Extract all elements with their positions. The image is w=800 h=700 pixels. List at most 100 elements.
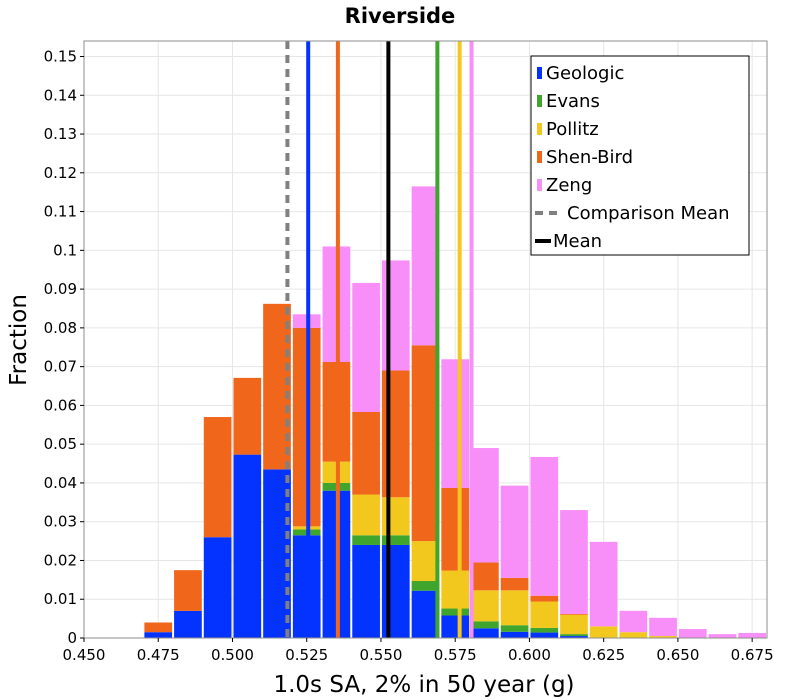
bar-shen-bird [560, 613, 588, 615]
bar-zeng [381, 260, 410, 371]
bar-shen-bird [144, 622, 173, 633]
bar-zeng [649, 617, 677, 637]
legend-label-mean: Mean [553, 231, 602, 252]
bar-zeng [708, 634, 737, 638]
x-tick-label: 0.450 [63, 646, 106, 664]
legend-swatch-evans [537, 95, 542, 107]
y-tick-label: 0.04 [44, 474, 77, 492]
y-tick-label: 0.15 [44, 48, 77, 66]
legend-label-evans: Evans [546, 91, 600, 112]
y-tick-label: 0.08 [44, 319, 77, 337]
y-tick-label: 0.12 [44, 164, 77, 182]
y-tick-label: 0.05 [44, 435, 77, 453]
bar-evans [471, 621, 499, 629]
x-axis-title: 1.0s SA, 2% in 50 year (g) [273, 672, 574, 698]
bar-pollitz [619, 632, 648, 638]
x-tick-label: 0.650 [656, 646, 699, 664]
legend-swatch-shen-bird [537, 151, 542, 163]
y-axis-title: Fraction [6, 294, 32, 386]
x-tick-label: 0.625 [582, 646, 625, 664]
x-tick-label: 0.525 [285, 646, 328, 664]
bar-shen-bird [381, 370, 410, 498]
legend-label-zeng: Zeng [546, 175, 592, 196]
x-tick-label: 0.550 [359, 646, 402, 664]
bar-evans [411, 581, 440, 591]
bar-pollitz [530, 601, 559, 628]
x-tick-label: 0.500 [211, 646, 254, 664]
bar-pollitz [352, 494, 380, 536]
bar-evans [560, 634, 588, 637]
bar-pollitz [471, 590, 499, 622]
bar-zeng [441, 359, 470, 488]
y-tick-label: 0.1 [53, 241, 77, 259]
bar-evans [500, 625, 529, 632]
y-tick-label: 0.14 [44, 86, 77, 104]
legend-label-geologic: Geologic [546, 63, 624, 84]
bar-pollitz [500, 590, 529, 626]
bar-geologic [263, 469, 291, 638]
bar-zeng [560, 510, 588, 614]
legend-swatch-geologic [537, 67, 542, 79]
bar-evans [352, 535, 380, 545]
bar-geologic [441, 615, 470, 638]
bar-shen-bird [203, 417, 232, 538]
bar-evans [530, 627, 559, 633]
legend-swatch-zeng [537, 179, 542, 191]
y-tick-label: 0 [67, 629, 77, 647]
bar-shen-bird [530, 595, 559, 602]
bar-zeng [352, 282, 380, 412]
y-tick-label: 0.11 [44, 203, 77, 221]
bar-geologic [233, 454, 262, 638]
bar-evans [381, 535, 410, 545]
x-tick-label: 0.475 [137, 646, 180, 664]
bar-geologic [560, 636, 588, 638]
x-tick-label: 0.675 [731, 646, 774, 664]
bar-geologic [144, 632, 173, 638]
legend-label-pollitz: Pollitz [546, 119, 599, 140]
bar-pollitz [441, 570, 470, 609]
bar-geologic [174, 610, 202, 638]
bar-pollitz [411, 541, 440, 582]
bar-zeng [411, 186, 440, 346]
y-tick-label: 0.13 [44, 125, 77, 143]
bar-shen-bird [352, 411, 380, 495]
legend-swatch-pollitz [537, 123, 542, 135]
y-tick-label: 0.09 [44, 280, 77, 298]
bar-zeng [589, 541, 618, 627]
bar-pollitz [649, 636, 677, 638]
chart-title: Riverside [345, 4, 456, 28]
y-tick-label: 0.02 [44, 551, 77, 569]
bar-zeng [619, 610, 648, 633]
bar-shen-bird [263, 303, 291, 470]
bar-shen-bird [233, 377, 262, 455]
bar-shen-bird [441, 487, 470, 571]
y-tick-label: 0.03 [44, 513, 77, 531]
legend-label-shen-bird: Shen-Bird [546, 147, 633, 168]
bar-geologic [381, 544, 410, 638]
y-tick-label: 0.01 [44, 590, 77, 608]
bar-shen-bird [411, 345, 440, 542]
bar-zeng [471, 448, 499, 563]
y-tick-label: 0.06 [44, 396, 77, 414]
bar-zeng [678, 629, 707, 638]
x-tick-label: 0.600 [508, 646, 551, 664]
y-tick-label: 0.07 [44, 358, 77, 376]
x-tick-label: 0.575 [434, 646, 477, 664]
bar-shen-bird [471, 562, 499, 591]
bar-geologic [500, 631, 529, 638]
bar-pollitz [381, 497, 410, 536]
bar-pollitz [589, 626, 618, 638]
bar-shen-bird [174, 570, 202, 611]
bar-zeng [738, 632, 766, 638]
bar-pollitz [560, 614, 588, 635]
bar-geologic [352, 544, 380, 638]
legend-box [530, 55, 750, 256]
bar-shen-bird [500, 577, 529, 591]
bar-geologic [411, 590, 440, 638]
legend-label-comparison-mean: Comparison Mean [567, 203, 730, 224]
bar-evans [441, 608, 470, 616]
bar-zeng [530, 456, 559, 596]
bar-zeng [500, 485, 529, 578]
